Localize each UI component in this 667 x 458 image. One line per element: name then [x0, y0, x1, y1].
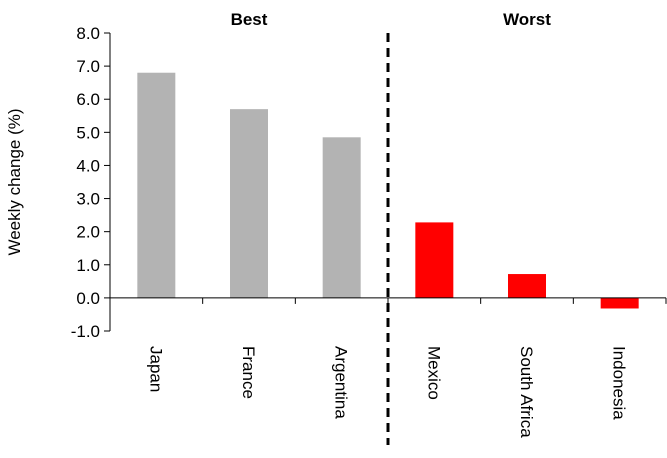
bar-france	[230, 109, 268, 298]
category-label: Argentina	[332, 346, 351, 419]
y-tick-label: 7.0	[76, 57, 100, 76]
category-label: Japan	[146, 346, 165, 392]
y-axis-title-group: Weekly change (%)	[5, 108, 24, 255]
category-labels: Japan France Argentina Mexico South Africa In…	[146, 346, 628, 438]
bar-mexico	[415, 222, 454, 298]
y-tick-label: 2.0	[76, 223, 100, 242]
category-label: Mexico	[424, 346, 443, 400]
y-tick-label: 3.0	[76, 190, 100, 209]
y-axis-title: Weekly change (%)	[5, 108, 24, 255]
bar-argentina	[322, 137, 361, 298]
category-label: South Africa	[517, 346, 536, 438]
y-tick-label: -1.0	[71, 322, 100, 341]
y-tick-label: 5.0	[76, 123, 100, 142]
bar-indonesia	[600, 297, 639, 309]
category-label: France	[239, 346, 258, 399]
group-label: Best	[231, 10, 268, 29]
bar-japan	[137, 72, 176, 298]
y-tick-label: 4.0	[76, 156, 100, 175]
y-ticks: -1.0 0.0 1.0 2.0 3.0 4.0 5.0 6.0 7.0 8.0	[71, 24, 110, 341]
y-tick-label: 1.0	[76, 256, 100, 275]
bars	[137, 72, 639, 309]
y-tick-label: 0.0	[76, 289, 100, 308]
y-tick-label: 8.0	[76, 24, 100, 43]
category-label: Indonesia	[610, 346, 629, 420]
group-labels: Best Worst	[231, 10, 552, 29]
y-tick-label: 6.0	[76, 90, 100, 109]
axes	[109, 33, 667, 445]
bar-south-africa	[508, 274, 546, 298]
group-label: Worst	[503, 10, 551, 29]
